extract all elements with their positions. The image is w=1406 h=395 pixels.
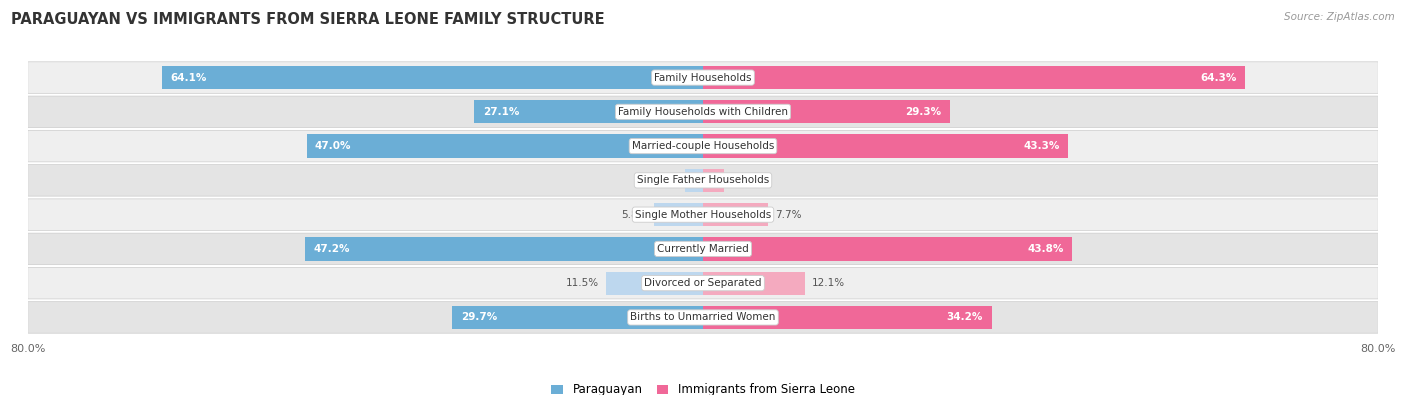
Text: Source: ZipAtlas.com: Source: ZipAtlas.com (1284, 12, 1395, 22)
Text: Married-couple Households: Married-couple Households (631, 141, 775, 151)
Text: Single Father Households: Single Father Households (637, 175, 769, 185)
Bar (654, 203, 703, 226)
Text: Currently Married: Currently Married (657, 244, 749, 254)
Text: 47.2%: 47.2% (314, 244, 350, 254)
Text: Family Households: Family Households (654, 73, 752, 83)
Text: 29.7%: 29.7% (461, 312, 498, 322)
Text: 27.1%: 27.1% (482, 107, 519, 117)
Text: Divorced or Separated: Divorced or Separated (644, 278, 762, 288)
Text: Single Mother Households: Single Mother Households (636, 210, 770, 220)
Text: 11.5%: 11.5% (567, 278, 599, 288)
FancyBboxPatch shape (28, 199, 1378, 230)
Text: PARAGUAYAN VS IMMIGRANTS FROM SIERRA LEONE FAMILY STRUCTURE: PARAGUAYAN VS IMMIGRANTS FROM SIERRA LEO… (11, 12, 605, 27)
Text: 64.3%: 64.3% (1201, 73, 1237, 83)
FancyBboxPatch shape (28, 62, 1378, 93)
Legend: Paraguayan, Immigrants from Sierra Leone: Paraguayan, Immigrants from Sierra Leone (551, 384, 855, 395)
Text: 5.8%: 5.8% (621, 210, 647, 220)
Bar (453, 306, 703, 329)
Bar (474, 100, 703, 124)
Bar (606, 271, 703, 295)
Bar (703, 66, 1246, 89)
FancyBboxPatch shape (28, 267, 1378, 299)
Bar (703, 306, 991, 329)
FancyBboxPatch shape (28, 96, 1378, 128)
Text: Births to Unmarried Women: Births to Unmarried Women (630, 312, 776, 322)
Bar (305, 237, 703, 261)
Text: Family Households with Children: Family Households with Children (619, 107, 787, 117)
Text: 43.3%: 43.3% (1024, 141, 1060, 151)
Bar (307, 134, 703, 158)
Text: 47.0%: 47.0% (315, 141, 352, 151)
Text: 2.1%: 2.1% (652, 175, 679, 185)
Bar (703, 203, 768, 226)
Bar (703, 271, 806, 295)
Text: 43.8%: 43.8% (1028, 244, 1064, 254)
Text: 29.3%: 29.3% (905, 107, 942, 117)
Bar (703, 134, 1069, 158)
Text: 2.5%: 2.5% (731, 175, 758, 185)
Bar (685, 169, 703, 192)
Bar (703, 169, 724, 192)
Bar (703, 100, 950, 124)
Text: 64.1%: 64.1% (170, 73, 207, 83)
Text: 12.1%: 12.1% (811, 278, 845, 288)
Text: 7.7%: 7.7% (775, 210, 801, 220)
Text: 34.2%: 34.2% (946, 312, 983, 322)
FancyBboxPatch shape (28, 302, 1378, 333)
Bar (162, 66, 703, 89)
FancyBboxPatch shape (28, 233, 1378, 265)
FancyBboxPatch shape (28, 165, 1378, 196)
Bar (703, 237, 1073, 261)
FancyBboxPatch shape (28, 130, 1378, 162)
